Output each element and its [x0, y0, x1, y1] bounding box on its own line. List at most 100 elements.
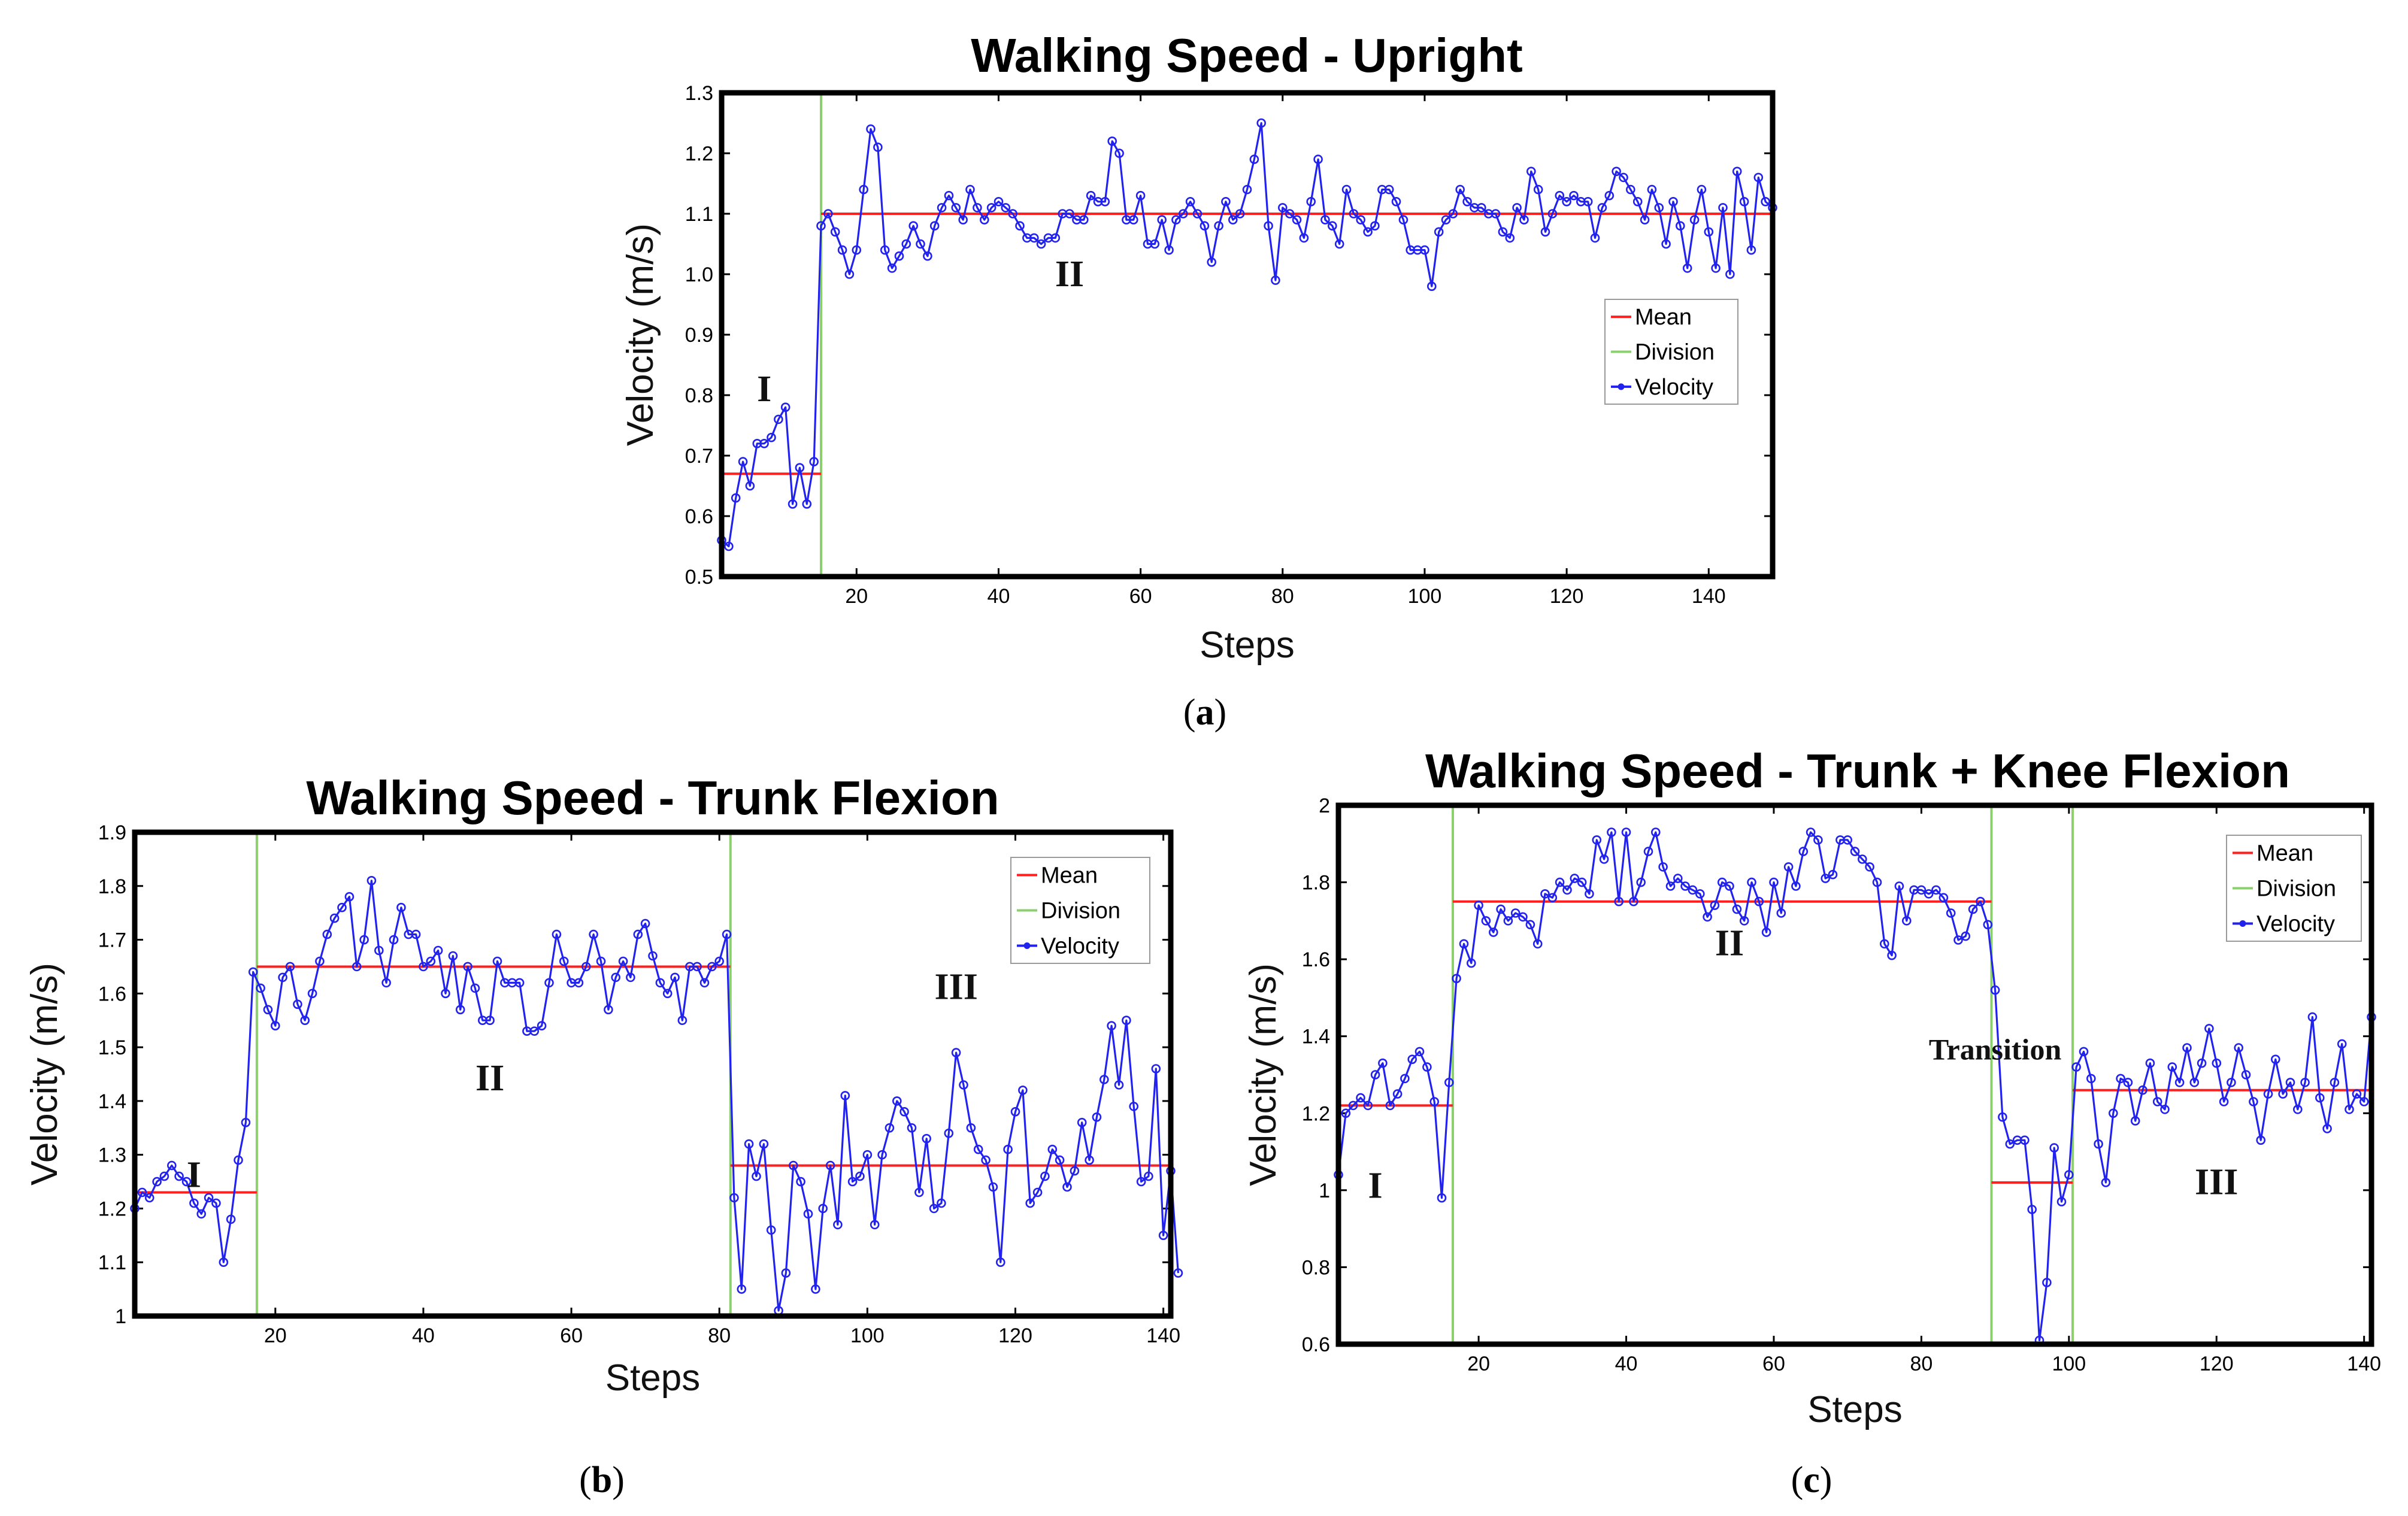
velocity-point — [322, 929, 332, 939]
velocity-point — [738, 457, 748, 466]
x-tick-label: 20 — [264, 1324, 287, 1347]
velocity-point — [1739, 196, 1749, 207]
velocity-point — [1459, 939, 1469, 949]
velocity-point — [1235, 209, 1245, 219]
velocity-point — [951, 1048, 961, 1057]
velocity-point — [1599, 854, 1609, 864]
velocity-point — [1697, 184, 1707, 195]
x-tick-label: 40 — [988, 585, 1010, 608]
y-tick-label: 1.1 — [98, 1251, 126, 1274]
velocity-point — [426, 956, 436, 966]
velocity-point — [1902, 916, 1912, 926]
velocity-point — [1503, 916, 1513, 926]
velocity-point — [745, 481, 755, 491]
y-tick-label: 1.2 — [685, 142, 713, 165]
velocity-point — [766, 1225, 776, 1235]
velocity-point — [729, 1193, 739, 1203]
legend-label-velocity: Velocity — [1635, 375, 1713, 400]
velocity-point — [699, 978, 710, 988]
velocity-point — [648, 951, 658, 961]
velocity-point — [1029, 233, 1039, 243]
velocity-point — [1070, 1166, 1080, 1176]
plot-frame — [132, 829, 1174, 1319]
velocity-point — [537, 1021, 547, 1030]
velocity-point — [433, 945, 443, 956]
velocity-point — [1003, 1144, 1013, 1154]
velocity-point — [1025, 1198, 1035, 1208]
velocity-point — [1968, 904, 1978, 914]
velocity-point — [1391, 196, 1401, 207]
velocity-point — [1632, 196, 1643, 207]
velocity-point — [1585, 889, 1594, 899]
velocity-point — [411, 929, 421, 939]
velocity-point — [1010, 1107, 1020, 1117]
velocity-point — [899, 1107, 909, 1117]
legend-label-velocity: Velocity — [1041, 934, 1119, 959]
velocity-point — [862, 1150, 873, 1160]
velocity-point — [958, 215, 968, 225]
velocity-point — [256, 983, 265, 993]
velocity-point — [1983, 920, 1993, 930]
velocity-point — [1703, 912, 1712, 922]
velocity-point — [581, 962, 591, 972]
x-tick-label: 20 — [1467, 1353, 1490, 1375]
velocity-point — [1420, 245, 1429, 255]
velocity-point — [1384, 184, 1394, 195]
velocity-point — [1526, 166, 1536, 177]
velocity-point — [802, 499, 812, 509]
velocity-point — [1077, 1118, 1087, 1127]
phase-label: II — [475, 1058, 504, 1099]
velocity-point — [1640, 215, 1650, 225]
velocity-point — [1207, 257, 1216, 267]
velocity-point — [1512, 203, 1522, 213]
velocity-point — [1467, 958, 1476, 968]
x-tick-label: 20 — [845, 585, 868, 608]
velocity-point — [1363, 227, 1373, 237]
phase-label: I — [757, 369, 771, 410]
velocity-point — [1647, 184, 1657, 195]
velocity-point — [1356, 215, 1365, 225]
velocity-point — [604, 1005, 613, 1015]
velocity-point — [2167, 1062, 2177, 1072]
y-tick-label: 1.1 — [685, 203, 713, 226]
velocity-point — [1776, 908, 1786, 918]
velocity-point — [2227, 1078, 2236, 1087]
x-tick-label: 100 — [850, 1324, 885, 1347]
velocity-point — [1032, 1187, 1043, 1197]
velocity-point — [803, 1209, 813, 1219]
velocity-point — [234, 1155, 243, 1165]
velocity-point — [2315, 1093, 2325, 1103]
velocity-point — [825, 1160, 835, 1171]
x-tick-label: 100 — [1408, 585, 1442, 608]
y-tick-label: 1.9 — [98, 821, 126, 844]
velocity-point — [241, 1118, 251, 1127]
velocity-point — [980, 215, 989, 225]
velocity-point — [907, 1123, 917, 1133]
velocity-point — [2234, 1043, 2243, 1053]
velocity-point — [1680, 881, 1690, 891]
velocity-point — [1099, 1075, 1109, 1084]
velocity-point — [1271, 275, 1280, 285]
velocity-point — [1725, 881, 1734, 891]
x-tick-label: 120 — [998, 1324, 1032, 1347]
velocity-point — [1441, 215, 1451, 225]
velocity-point — [337, 902, 347, 912]
velocity-point — [1998, 1112, 2007, 1122]
velocity-point — [492, 956, 502, 966]
velocity-point — [366, 876, 377, 886]
velocity-point — [1299, 233, 1309, 243]
velocity-point — [485, 1015, 495, 1025]
velocity-point — [816, 221, 826, 231]
velocity-point — [1173, 1268, 1183, 1278]
y-tick-label: 1 — [115, 1305, 126, 1328]
velocity-point — [837, 245, 847, 255]
velocity-point — [1407, 1054, 1417, 1065]
velocity-point — [1865, 862, 1874, 872]
velocity-point — [1739, 916, 1749, 926]
y-axis-label: Velocity (m/s) — [24, 963, 65, 1185]
velocity-point — [1850, 847, 1860, 856]
velocity-point — [174, 1171, 184, 1181]
velocity-point — [1400, 1074, 1410, 1084]
velocity-point — [626, 972, 635, 983]
